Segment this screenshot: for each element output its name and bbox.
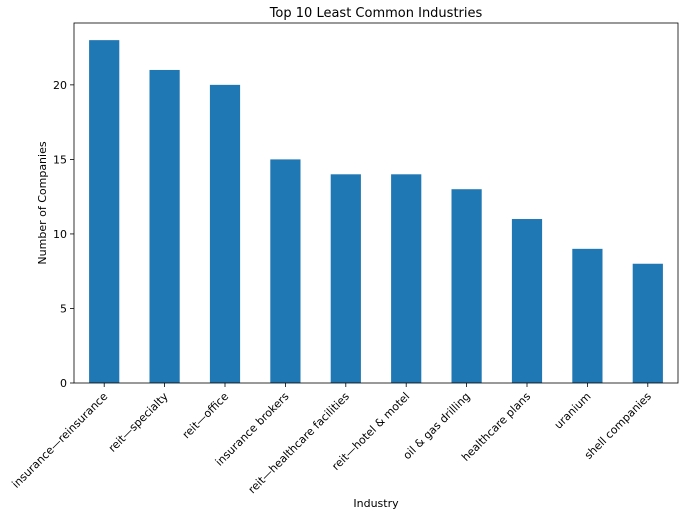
bar-1: [149, 69, 180, 384]
y-tick-label-2: 10: [53, 228, 67, 241]
bar-9: [632, 263, 663, 383]
bar-2: [209, 84, 241, 384]
bar-0: [89, 40, 120, 384]
bar-8: [572, 248, 603, 383]
x-tick-label-8: uranium: [552, 390, 594, 432]
chart-title: Top 10 Least Common Industries: [269, 6, 483, 21]
x-tick-label-4: reit—healthcare facilities: [246, 390, 352, 496]
bar-4: [330, 174, 361, 383]
y-axis-label: Number of Companies: [36, 141, 49, 264]
bar-7: [511, 219, 543, 383]
y-tick-label-1: 5: [60, 302, 67, 315]
bars-group: [89, 40, 663, 384]
bar-3: [270, 159, 301, 383]
plot-frame: [73, 22, 679, 384]
x-tick-label-0: insurance—reinsurance: [9, 390, 110, 491]
y-tick-label-3: 15: [53, 153, 67, 166]
y-tick-label-0: 0: [60, 377, 67, 390]
y-tick-label-4: 20: [53, 79, 67, 92]
y-axis: 0 5 10 15 20: [53, 79, 74, 390]
x-tick-label-2: reit—office: [180, 390, 231, 441]
x-tick-label-9: shell companies: [582, 390, 654, 462]
x-tick-label-1: reit—specialty: [106, 390, 171, 455]
bar-5: [391, 174, 422, 383]
bar-6: [451, 189, 482, 383]
x-axis-label: Industry: [353, 497, 399, 510]
